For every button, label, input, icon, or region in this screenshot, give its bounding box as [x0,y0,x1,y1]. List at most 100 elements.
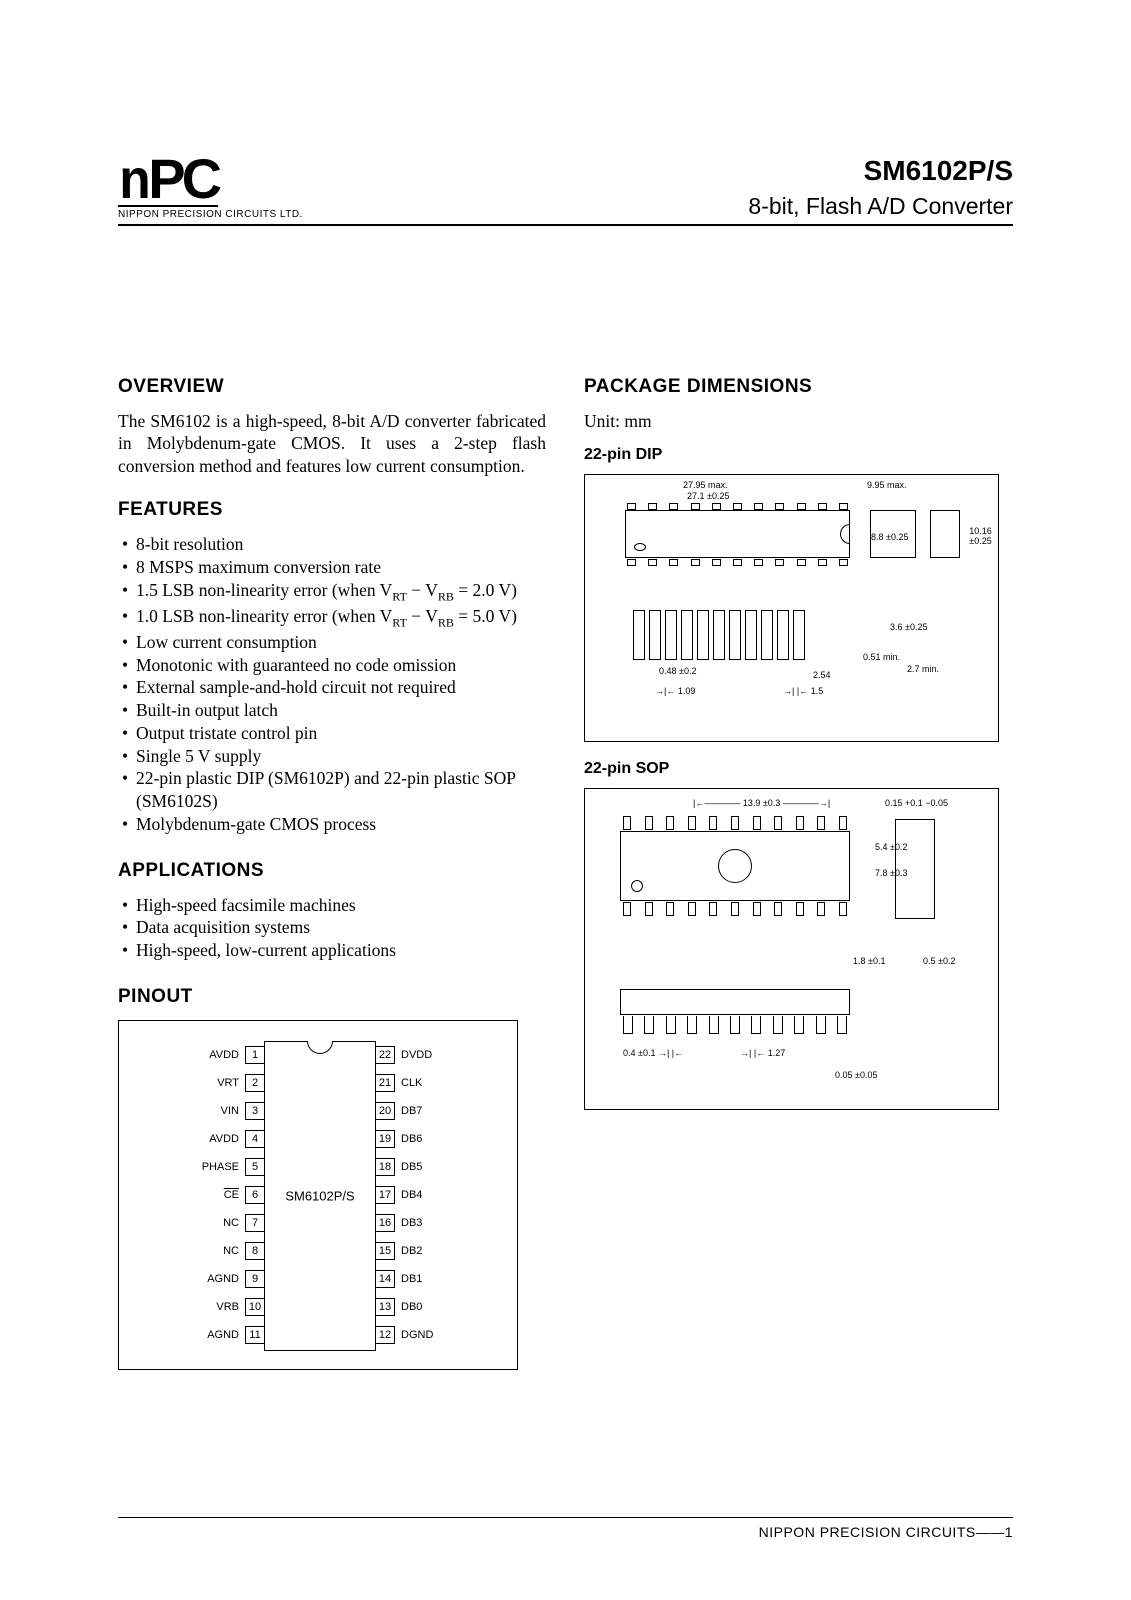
dim-sop-standoff: 0.5 ±0.2 [923,957,955,967]
sop-pin1-dot-icon [631,880,643,892]
pin-row: 17DB4 [376,1185,519,1205]
pin-number: 19 [375,1130,395,1148]
feature-item: Low current consumption [122,631,546,654]
dim-len: 27.1 ±0.25 [687,492,729,502]
pin-number: 9 [245,1270,265,1288]
sop-figure: |←———— 13.9 ±0.3 ————→| 0.15 +0.1 −0.05 … [584,788,999,1110]
pin-row: 18 DB5 [376,1157,519,1177]
pin-row: NC 8 [119,1241,264,1261]
pin-number: 15 [375,1242,395,1260]
overview-heading: OVERVIEW [118,376,546,398]
pin-label: DB7 [401,1105,422,1117]
npc-logo: nPC [118,155,218,207]
pin-row: NC 7 [119,1213,264,1233]
pin-label: NC [223,1217,239,1229]
pin-label: AGND [207,1273,239,1285]
pin-label: DVDD [401,1049,432,1061]
feature-item: 22-pin plastic DIP (SM6102P) and 22-pin … [122,767,546,813]
logo-subtitle: NIPPON PRECISION CIRCUITS LTD. [118,209,303,220]
dim-row-pitch: 10.16 ±0.25 [963,527,998,547]
pin-number: 12 [375,1326,395,1344]
dim-sop-len: |←———— 13.9 ±0.3 ————→| [693,799,830,809]
pin-row: AVDD4 [119,1129,264,1149]
features-list: 8-bit resolution8 MSPS maximum conversio… [118,533,546,835]
pin-number: 11 [245,1326,265,1344]
sop-bot-pins [623,902,847,916]
dim-sop-lead-t: 0.15 +0.1 −0.05 [885,799,948,809]
pin-number: 17 [375,1186,395,1204]
pin-label: DB6 [401,1133,422,1145]
pin-row: VRB 10 [119,1297,264,1317]
sop-profile-pins [623,1016,847,1034]
pin-row: 14 DB1 [376,1269,519,1289]
dim-toe: →| |← 1.5 [783,687,823,697]
pin-number: 21 [375,1074,395,1092]
features-heading: FEATURES [118,499,546,521]
pin-number: 1 [245,1046,265,1064]
feature-item: 1.0 LSB non-linearity error (when VRT − … [122,605,546,631]
feature-item: Molybdenum-gate CMOS process [122,813,546,836]
pin-row: VIN3 [119,1101,264,1121]
pin-label: DB3 [401,1217,422,1229]
pin-number: 2 [245,1074,265,1092]
pin-row: AGND11 [119,1325,264,1345]
overview-text: The SM6102 is a high-speed, 8-bit A/D co… [118,410,546,477]
pin1-dot-icon [634,543,646,551]
page-footer: NIPPON PRECISION CIRCUITS——1 [118,1517,1013,1540]
pin-row: 21CLK [376,1073,519,1093]
dim-sop-lead-w: 0.4 ±0.1 →| |← [623,1049,683,1059]
chip-label: SM6102P/S [285,1188,354,1203]
dip-end-view [930,510,960,558]
pin-label: DB1 [401,1273,422,1285]
pin-row: CE6 [119,1185,264,1205]
feature-item: 8 MSPS maximum conversion rate [122,556,546,579]
pin-number: 22 [375,1046,395,1064]
chip-notch-icon [307,1041,333,1054]
pin-row: PHASE5 [119,1157,264,1177]
pin-label: PHASE [202,1161,239,1173]
header: nPC NIPPON PRECISION CIRCUITS LTD. SM610… [118,155,1013,226]
dip-top-pins [627,503,848,510]
dim-sop-width: 7.8 ±0.3 [875,869,907,879]
sop-top-pins [623,816,847,830]
application-item: High-speed, low-current applications [122,939,546,962]
sop-top-body [620,831,850,901]
feature-item: Single 5 V supply [122,745,546,768]
pin-row: 20DB7 [376,1101,519,1121]
dim-pitch: 2.54 [813,671,831,681]
pin-row: 22 DVDD [376,1045,519,1065]
pin-label: DB5 [401,1161,422,1173]
dim-sop-pitch: →| |← 1.27 [740,1049,785,1059]
dim-sop-coplanarity: 0.05 ±0.05 [835,1071,877,1081]
pin-label: NC [223,1245,239,1257]
feature-item: Monotonic with guaranteed no code omissi… [122,654,546,677]
pin-number: 14 [375,1270,395,1288]
pin-number: 16 [375,1214,395,1232]
dip-side-legs [633,610,843,638]
pin-number: 4 [245,1130,265,1148]
chip-body: SM6102P/S [264,1041,376,1351]
pin-row: 16 DB3 [376,1213,519,1233]
pin-row: AGND 9 [119,1269,264,1289]
dim-sop-body-w: 5.4 ±0.2 [875,843,907,853]
logo-block: nPC NIPPON PRECISION CIRCUITS LTD. [118,155,303,220]
pin-label: VIN [221,1105,239,1117]
pin-number: 18 [375,1158,395,1176]
pin-label: VRB [216,1301,239,1313]
pin-label: DB0 [401,1301,422,1313]
pin-number: 6 [245,1186,265,1204]
application-item: High-speed facsimile machines [122,894,546,917]
pin-number: 8 [245,1242,265,1260]
sop-heading: 22-pin SOP [584,760,1012,778]
dip-bot-pins [627,559,848,566]
pin-number: 10 [245,1298,265,1316]
application-item: Data acquisition systems [122,916,546,939]
pin-row: 13DB0 [376,1297,519,1317]
feature-item: 1.5 LSB non-linearity error (when VRT − … [122,579,546,605]
pin-number: 7 [245,1214,265,1232]
dim-len-max: 27.95 max. [683,481,728,491]
dim-lead-w: 0.48 ±0.2 [659,667,696,677]
pinout-heading: PINOUT [118,986,546,1008]
feature-item: 8-bit resolution [122,533,546,556]
dim-shoulder: →|← 1.09 [655,687,695,697]
